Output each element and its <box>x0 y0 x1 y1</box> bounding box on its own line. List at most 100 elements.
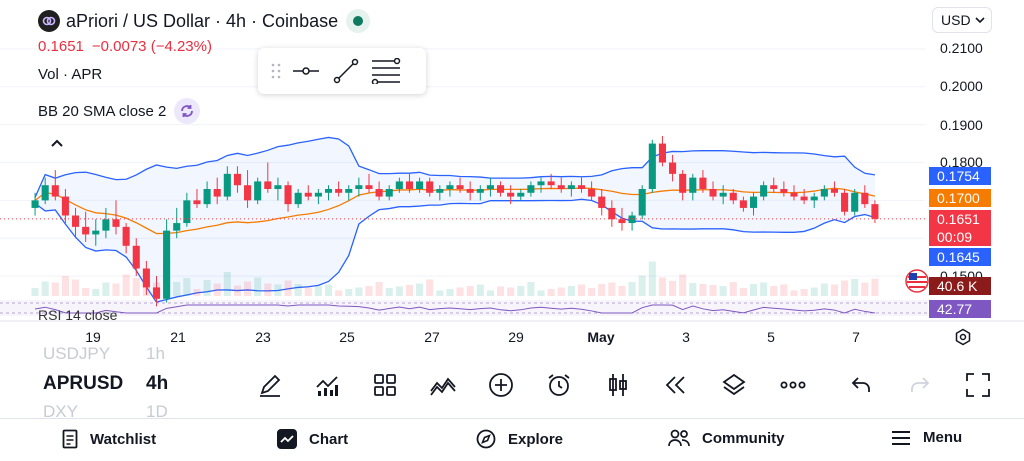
candle-body[interactable] <box>709 189 717 197</box>
candle-body[interactable] <box>395 181 403 189</box>
refresh-icon[interactable] <box>174 98 201 124</box>
candle-body[interactable] <box>203 189 211 205</box>
rsi-legend[interactable]: RSI 14 close <box>38 307 118 323</box>
candle-body[interactable] <box>780 189 788 193</box>
candle-body[interactable] <box>790 192 798 197</box>
candle-body[interactable] <box>658 143 666 163</box>
candle-body[interactable] <box>618 219 626 224</box>
candle-body[interactable] <box>760 185 768 197</box>
nav-menu[interactable]: Menu <box>891 429 962 446</box>
candle-body[interactable] <box>749 196 758 208</box>
candle-body[interactable] <box>739 200 747 208</box>
bb-legend[interactable]: BB 20 SMA close 2 <box>38 98 201 124</box>
candle-body[interactable] <box>669 162 677 174</box>
candle-body[interactable] <box>375 189 383 197</box>
candle-body[interactable] <box>729 192 737 201</box>
candle-body[interactable] <box>567 185 575 189</box>
candle-body[interactable] <box>405 181 414 189</box>
candle-body[interactable] <box>588 189 596 197</box>
candle-body[interactable] <box>830 189 839 193</box>
candle-body[interactable] <box>324 189 333 193</box>
candle-body[interactable] <box>193 200 201 205</box>
candle-body[interactable] <box>517 192 525 197</box>
candle-body[interactable] <box>355 185 363 189</box>
candle-body[interactable] <box>689 177 697 193</box>
candle-body[interactable] <box>770 185 778 189</box>
collapse-legend-button[interactable] <box>42 130 72 156</box>
candle-body[interactable] <box>82 226 90 235</box>
nav-watchlist[interactable]: Watchlist <box>62 429 156 449</box>
candle-body[interactable] <box>820 189 828 197</box>
candle-body[interactable] <box>547 181 555 186</box>
timeframe-next[interactable]: 1D <box>146 402 168 421</box>
candle-body[interactable] <box>163 230 171 299</box>
objects-button[interactable] <box>718 369 750 401</box>
candle-body[interactable] <box>456 185 464 189</box>
candle-body[interactable] <box>841 192 849 212</box>
candle-body[interactable] <box>304 192 312 197</box>
candle-body[interactable] <box>537 181 545 186</box>
add-button[interactable] <box>485 369 517 401</box>
candle-body[interactable] <box>446 185 454 189</box>
candle-body[interactable] <box>152 287 161 299</box>
timeframe-current[interactable]: 4h <box>146 373 169 394</box>
more-button[interactable] <box>777 369 809 401</box>
trend-line-icon[interactable] <box>326 51 366 91</box>
candle-body[interactable] <box>51 185 59 197</box>
candle-body[interactable] <box>466 189 474 193</box>
nav-explore[interactable]: Explore <box>476 429 563 449</box>
currency-select[interactable]: USD <box>932 7 992 33</box>
drawing-toolbar[interactable] <box>258 48 426 94</box>
chart-settings-button[interactable] <box>952 326 974 348</box>
volume-legend[interactable]: Vol · APR <box>38 66 103 83</box>
candle-body[interactable] <box>244 185 252 201</box>
drag-handle-icon[interactable] <box>266 51 286 91</box>
indicators-button[interactable] <box>311 369 343 401</box>
candle-body[interactable] <box>92 230 100 235</box>
candle-body[interactable] <box>183 200 191 224</box>
timeframe-prev[interactable]: 1h <box>146 344 165 363</box>
fib-levels-icon[interactable] <box>366 51 406 91</box>
fullscreen-button[interactable] <box>962 369 994 401</box>
candle-body[interactable] <box>41 185 49 201</box>
draw-tool-button[interactable] <box>254 369 286 401</box>
candle-body[interactable] <box>648 143 656 189</box>
compare-button[interactable] <box>427 369 459 401</box>
nav-community[interactable]: Community <box>668 429 785 447</box>
candle-body[interactable] <box>71 215 80 227</box>
candle-body[interactable] <box>122 226 130 246</box>
candle-body[interactable] <box>527 185 535 193</box>
symbol-legend[interactable]: aPriori / US Dollar · 4h · Coinbase <box>38 9 371 33</box>
candle-body[interactable] <box>800 196 808 201</box>
candle-body[interactable] <box>426 181 434 193</box>
candle-body[interactable] <box>233 173 241 186</box>
candle-body[interactable] <box>699 177 707 189</box>
candle-body[interactable] <box>416 181 424 189</box>
candle-body[interactable] <box>314 192 322 197</box>
candle-body[interactable] <box>385 189 393 197</box>
candle-body[interactable] <box>345 189 353 193</box>
candle-body[interactable] <box>638 189 646 216</box>
alert-button[interactable] <box>543 369 575 401</box>
candle-body[interactable] <box>264 181 272 189</box>
candle-body[interactable] <box>496 185 505 193</box>
candle-body[interactable] <box>365 185 373 189</box>
candle-body[interactable] <box>132 245 140 269</box>
candle-body[interactable] <box>61 196 69 216</box>
candle-body[interactable] <box>102 219 110 231</box>
candle-body[interactable] <box>335 189 343 193</box>
candle-body[interactable] <box>871 204 879 219</box>
candle-body[interactable] <box>223 173 231 197</box>
candle-body[interactable] <box>112 219 120 227</box>
us-flag-icon[interactable] <box>904 268 930 294</box>
candle-body[interactable] <box>719 192 727 197</box>
nav-chart[interactable]: Chart <box>277 429 348 449</box>
symbol-current[interactable]: APRUSD <box>43 373 124 394</box>
candle-body[interactable] <box>31 200 39 208</box>
symbol-prev[interactable]: USDJPY <box>43 344 111 363</box>
candle-body[interactable] <box>507 192 515 197</box>
candle-body[interactable] <box>851 192 859 212</box>
candle-body[interactable] <box>142 268 150 288</box>
candle-body[interactable] <box>254 181 262 201</box>
candle-body[interactable] <box>679 173 687 193</box>
